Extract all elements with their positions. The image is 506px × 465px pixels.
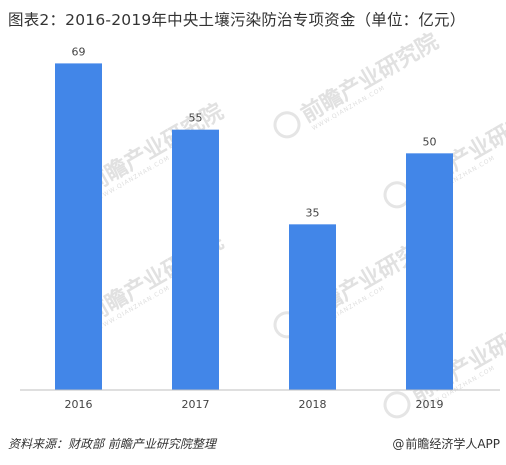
x-tick-label-2018: 2018 bbox=[299, 398, 327, 411]
source-note: 资料来源：财政部 前瞻产业研究院整理 bbox=[8, 437, 216, 451]
watermark-text: 前瞻产业研究院 bbox=[297, 28, 443, 128]
bar-2016 bbox=[55, 63, 102, 391]
data-label-2017: 55 bbox=[189, 112, 203, 125]
bar-2019 bbox=[406, 153, 453, 390]
labels-group: 69 2016 55 2017 35 2018 50 2019 bbox=[65, 45, 444, 411]
data-label-2018: 35 bbox=[306, 206, 320, 219]
chart-title: 图表2：2016-2019年中央土壤污染防治专项资金（单位：亿元） bbox=[8, 11, 466, 29]
x-tick-label-2017: 2017 bbox=[182, 398, 210, 411]
bar-2018 bbox=[289, 224, 336, 390]
x-tick-label-2016: 2016 bbox=[65, 398, 93, 411]
data-label-2019: 50 bbox=[423, 135, 437, 148]
watermark-logo-icon bbox=[383, 391, 411, 419]
at-icon: @ bbox=[392, 436, 405, 451]
brand-credit: @ 前瞻经济学人APP bbox=[392, 435, 500, 452]
bars-group bbox=[55, 63, 453, 391]
data-label-2016: 69 bbox=[72, 45, 86, 58]
bar-2017 bbox=[172, 129, 219, 390]
x-tick-label-2019: 2019 bbox=[416, 398, 444, 411]
watermark-logo-icon bbox=[273, 111, 301, 139]
brand-text: 前瞻经济学人APP bbox=[405, 437, 500, 451]
